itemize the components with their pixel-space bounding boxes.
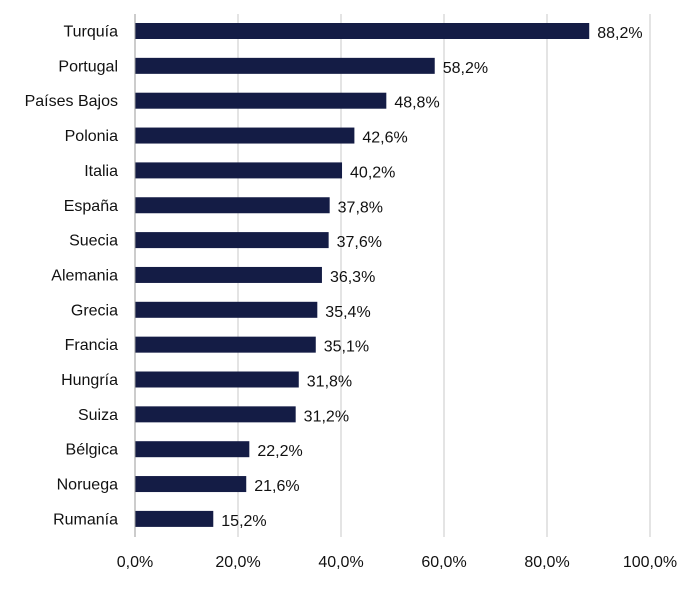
bar (135, 266, 322, 283)
data-label: 88,2% (597, 25, 642, 42)
category-label: Países Bajos (25, 93, 118, 110)
data-label: 37,8% (338, 199, 383, 216)
category-label: Bélgica (66, 442, 119, 459)
category-label: Polonia (65, 128, 118, 145)
bar (135, 197, 330, 214)
category-label: Italia (84, 163, 118, 180)
bar (135, 476, 247, 493)
data-label: 42,6% (362, 130, 407, 147)
x-tick-label: 60,0% (421, 554, 466, 571)
labels: 0,0% 20,0% 40,0% 60,0% 80,0% 100,0% Turquía 88,… (25, 24, 678, 572)
bar (135, 162, 343, 179)
category-label: Grecia (71, 302, 118, 319)
data-label: 31,2% (304, 408, 349, 425)
data-label: 15,2% (221, 513, 266, 530)
data-label: 36,3% (330, 269, 375, 286)
bar (135, 510, 214, 527)
bar (135, 232, 329, 249)
data-label: 37,6% (337, 234, 382, 251)
bar (135, 23, 590, 39)
category-label: Noruega (57, 477, 118, 494)
category-label: España (64, 198, 118, 215)
bars (135, 23, 590, 527)
bar (135, 406, 296, 423)
x-tick-label: 40,0% (318, 554, 363, 571)
bar (135, 301, 318, 318)
data-label: 58,2% (443, 60, 488, 77)
category-label: Turquía (63, 24, 118, 41)
data-label: 48,8% (394, 95, 439, 112)
bar (135, 57, 435, 74)
data-label: 35,1% (324, 339, 369, 356)
category-label: Suecia (69, 233, 118, 250)
x-tick-label: 20,0% (215, 554, 260, 571)
category-label: Rumanía (53, 511, 118, 528)
category-label: Alemania (51, 267, 118, 284)
bar (135, 127, 355, 144)
bar (135, 371, 299, 388)
data-label: 31,8% (307, 374, 352, 391)
category-label: Francia (65, 337, 118, 354)
x-tick-label: 80,0% (524, 554, 569, 571)
x-tick-label: 100,0% (623, 554, 677, 571)
data-label: 35,4% (325, 304, 370, 321)
bar (135, 336, 316, 353)
data-label: 22,2% (257, 443, 302, 460)
x-tick-label: 0,0% (117, 554, 153, 571)
data-label: 21,6% (254, 478, 299, 495)
data-label: 40,2% (350, 164, 395, 181)
category-label: Hungría (61, 372, 118, 389)
category-label: Portugal (58, 58, 118, 75)
bar (135, 441, 250, 458)
category-label: Suiza (78, 407, 118, 424)
bar (135, 92, 387, 109)
